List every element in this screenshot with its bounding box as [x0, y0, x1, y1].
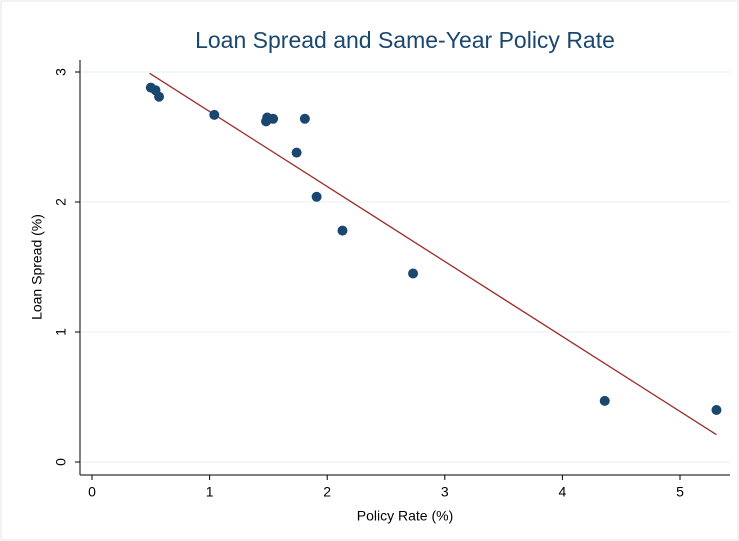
scatter-point: [311, 191, 322, 202]
x-tick-label: 0: [88, 484, 96, 500]
scatter-point: [209, 109, 220, 120]
scatter-point: [154, 91, 165, 102]
y-tick-label: 0: [53, 458, 69, 466]
x-tick-label: 3: [441, 484, 449, 500]
y-tick-label: 1: [53, 328, 69, 336]
scatter-point: [337, 225, 348, 236]
x-tick-label: 4: [559, 484, 567, 500]
y-axis-title: Loan Spread (%): [29, 214, 45, 320]
y-tick-label: 3: [53, 68, 69, 76]
y-tick-label: 2: [53, 198, 69, 206]
scatter-point: [268, 113, 279, 124]
scatter-point: [299, 113, 310, 124]
x-tick-label: 2: [323, 484, 331, 500]
x-tick-label: 5: [676, 484, 684, 500]
scatter-point: [408, 268, 419, 279]
x-tick-label: 1: [206, 484, 214, 500]
chart-title: Loan Spread and Same-Year Policy Rate: [195, 27, 615, 53]
scatter-point: [291, 147, 302, 158]
scatter-point: [711, 405, 722, 415]
x-axis-title: Policy Rate (%): [357, 508, 453, 524]
fit-line: [149, 72, 717, 436]
scatter-point: [599, 395, 610, 406]
